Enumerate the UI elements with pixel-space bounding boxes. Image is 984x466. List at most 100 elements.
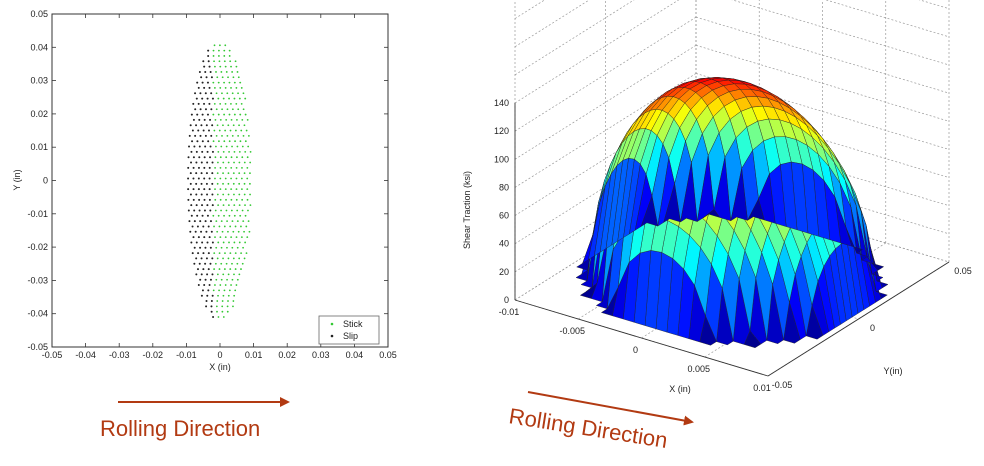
stick-point <box>220 71 223 73</box>
stick-point <box>230 103 232 105</box>
y-tick-label: 0.01 <box>30 142 48 152</box>
stick-point <box>224 44 227 47</box>
stick-point <box>224 284 227 286</box>
stick-point <box>219 177 222 180</box>
legend-slip-marker <box>330 334 334 338</box>
stick-point <box>226 220 228 223</box>
slip-point <box>192 188 195 191</box>
stick-point <box>231 278 234 281</box>
slip-point <box>200 172 203 175</box>
stick-point <box>226 246 228 249</box>
y-tick-label: -0.05 <box>772 380 793 390</box>
stick-point <box>222 294 225 297</box>
stick-point <box>243 172 246 175</box>
slip-point <box>203 188 206 191</box>
stick-point <box>236 262 239 265</box>
slip-point <box>210 305 213 308</box>
surface-patch <box>746 198 765 221</box>
stick-point <box>221 305 224 308</box>
slip-point <box>199 278 202 281</box>
stick-point <box>221 92 223 95</box>
stick-point <box>238 204 241 207</box>
stick-point <box>218 49 220 52</box>
stick-point <box>238 161 241 164</box>
stick-point <box>227 193 230 196</box>
stick-point <box>220 278 223 281</box>
slip-point <box>198 209 201 212</box>
slip-point <box>204 220 207 223</box>
gridline <box>825 0 950 38</box>
x-tick-label: -0.01 <box>499 307 520 317</box>
stick-point <box>224 103 227 105</box>
x-tick-label: 0 <box>217 350 222 360</box>
surface-patch <box>702 209 721 219</box>
stick-point <box>249 204 252 207</box>
stick-point <box>231 71 234 73</box>
slip-point <box>189 193 192 196</box>
stick-point <box>235 198 238 201</box>
slip-point <box>202 252 205 255</box>
slip-point <box>195 257 198 260</box>
slip-point <box>206 193 209 196</box>
y-tick-label: 0 <box>43 176 48 186</box>
stick-point <box>232 230 235 233</box>
slip-point <box>197 86 200 89</box>
slip-point <box>201 241 204 244</box>
stick-point <box>240 236 243 239</box>
stick-point <box>241 118 244 121</box>
slip-point <box>192 236 195 239</box>
x-tick-label: 0.02 <box>278 350 296 360</box>
slip-point <box>195 124 198 127</box>
slip-point <box>188 220 191 223</box>
slip-point <box>201 113 204 116</box>
slip-point <box>197 284 200 287</box>
stick-point <box>236 118 238 121</box>
contact-points <box>187 44 252 319</box>
y-tick-label: 0.05 <box>30 9 48 19</box>
stick-point <box>225 156 228 159</box>
slip-point <box>204 145 207 148</box>
stick-point <box>221 300 224 302</box>
stick-point <box>223 140 226 143</box>
slip-point <box>210 310 213 313</box>
slip-point <box>190 241 193 244</box>
x-tick-label: 0.01 <box>245 350 263 360</box>
slip-point <box>206 113 209 116</box>
slip-point <box>187 166 190 169</box>
x-axis-line <box>514 299 769 377</box>
slip-point <box>203 156 206 159</box>
surface-patch <box>640 195 659 227</box>
slip-point <box>196 225 199 228</box>
slip-point <box>209 246 212 249</box>
slip-point <box>206 241 209 244</box>
stick-point <box>220 246 223 249</box>
stick-point <box>225 198 227 201</box>
stick-point <box>229 268 232 270</box>
stick-point <box>236 209 239 212</box>
z-tick-label: 20 <box>499 267 509 277</box>
stick-point <box>231 262 233 265</box>
slip-point <box>188 145 191 148</box>
stick-point <box>216 172 219 175</box>
stick-point <box>242 108 245 111</box>
stick-point <box>222 124 224 127</box>
slip-point <box>191 129 194 132</box>
stick-point <box>232 76 235 79</box>
stick-point <box>219 87 222 89</box>
slip-point <box>194 108 197 111</box>
stick-point <box>232 257 235 260</box>
gridline <box>514 0 680 104</box>
slip-point <box>210 300 213 303</box>
slip-point <box>203 177 206 180</box>
slip-point <box>193 145 196 148</box>
slip-point <box>203 86 206 89</box>
stick-point <box>224 236 227 239</box>
slip-point <box>193 209 196 212</box>
y-tick-label: -0.03 <box>27 275 48 285</box>
stick-point <box>236 145 239 148</box>
slip-point <box>206 294 209 297</box>
stick-point <box>215 108 218 111</box>
y-tick-label: -0.05 <box>27 342 48 352</box>
stick-point <box>222 150 225 153</box>
stick-point <box>232 300 235 302</box>
